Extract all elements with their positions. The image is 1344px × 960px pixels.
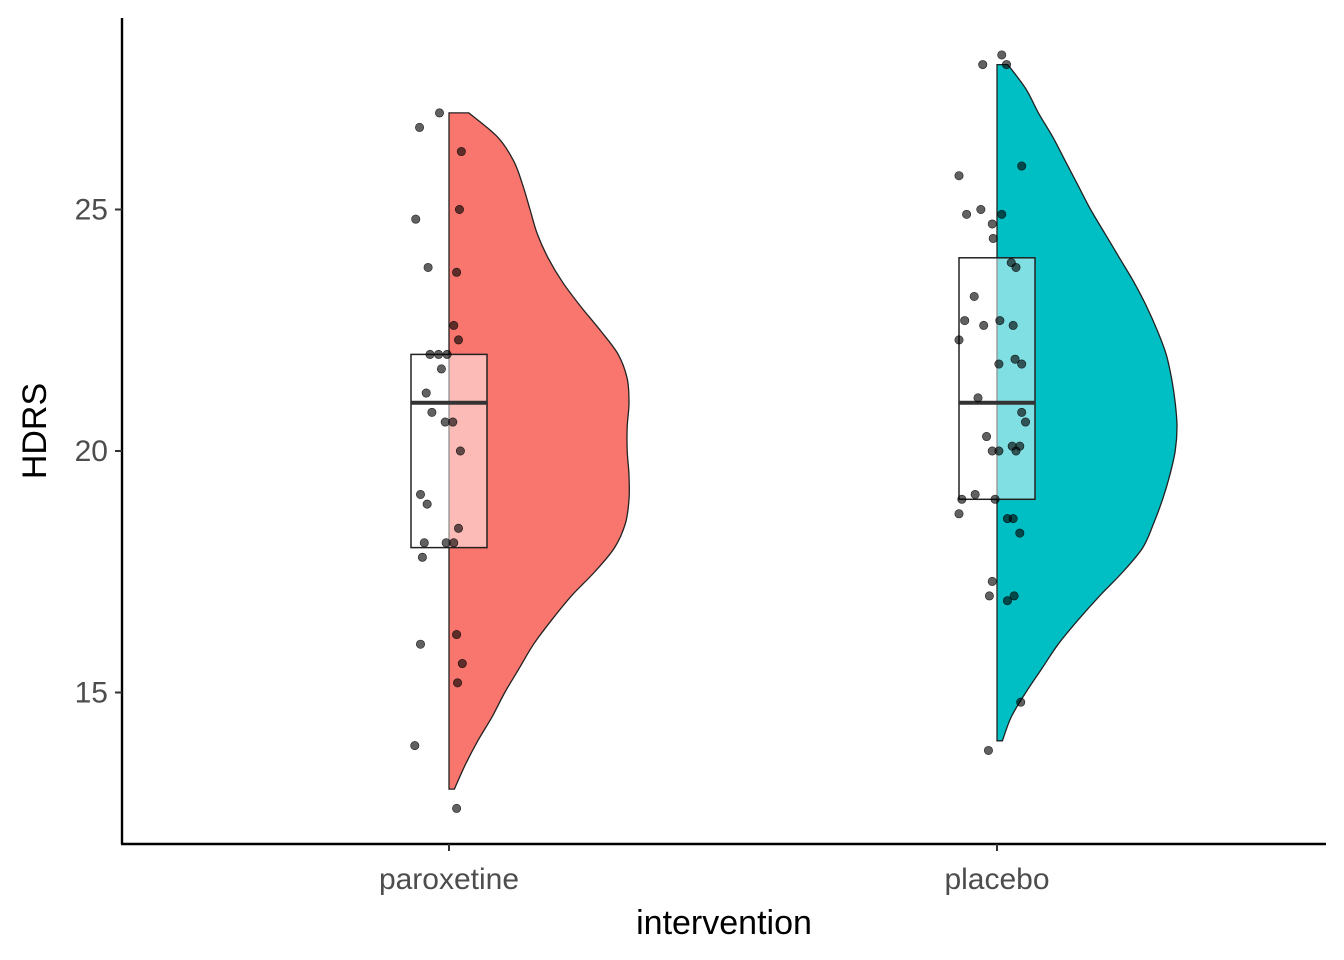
- data-point-paroxetine-14: [427, 407, 437, 417]
- data-point-placebo-19: [1010, 354, 1020, 364]
- data-point-paroxetine-13: [421, 388, 431, 398]
- data-point-paroxetine-11: [442, 349, 452, 359]
- data-point-placebo-38: [984, 591, 994, 601]
- data-point-paroxetine-10: [434, 349, 444, 359]
- data-point-paroxetine-8: [453, 335, 463, 345]
- data-point-placebo-31: [957, 494, 967, 504]
- data-point-placebo-2: [1001, 60, 1011, 70]
- data-point-paroxetine-30: [452, 803, 462, 813]
- data-point-placebo-40: [1009, 591, 1019, 601]
- data-point-paroxetine-28: [453, 678, 463, 688]
- data-point-paroxetine-1: [415, 122, 425, 132]
- data-point-placebo-33: [954, 509, 964, 519]
- data-point-placebo-39: [1002, 596, 1012, 606]
- data-point-paroxetine-21: [419, 538, 429, 548]
- jitter-points-layer: [410, 50, 1030, 813]
- data-point-placebo-21: [973, 393, 983, 403]
- data-point-paroxetine-26: [452, 630, 462, 640]
- data-point-placebo-20: [1017, 359, 1027, 369]
- boxplot-layer: [410, 257, 1036, 549]
- axes-layer: 15 20 25 paroxetine placebo intervention HDRS: [16, 18, 1326, 942]
- data-point-placebo-35: [1008, 514, 1018, 524]
- data-point-placebo-17: [954, 335, 964, 345]
- density-cloud-placebo: [996, 63, 1178, 742]
- data-point-paroxetine-0: [434, 108, 444, 118]
- data-point-placebo-12: [969, 291, 979, 301]
- data-point-paroxetine-29: [410, 741, 420, 751]
- data-point-paroxetine-12: [436, 364, 446, 374]
- data-point-paroxetine-4: [411, 214, 421, 224]
- data-point-paroxetine-20: [453, 523, 463, 533]
- y-tick-label-15: 15: [75, 677, 108, 710]
- data-point-placebo-11: [1006, 258, 1016, 268]
- data-point-placebo-15: [960, 316, 970, 326]
- y-axis-title: HDRS: [16, 383, 54, 479]
- data-point-placebo-24: [982, 432, 992, 442]
- density-layer: [448, 63, 1178, 790]
- data-point-placebo-8: [987, 219, 997, 229]
- data-point-placebo-30: [970, 489, 980, 499]
- data-point-placebo-18: [994, 359, 1004, 369]
- data-point-placebo-14: [979, 320, 989, 330]
- box-paroxetine: [410, 353, 488, 549]
- data-point-paroxetine-7: [449, 320, 459, 330]
- data-point-paroxetine-25: [415, 639, 425, 649]
- y-tick-label-25: 25: [75, 194, 108, 227]
- density-cloud-paroxetine: [448, 112, 630, 790]
- data-point-paroxetine-18: [415, 489, 425, 499]
- data-point-paroxetine-3: [454, 205, 464, 215]
- data-point-placebo-4: [954, 171, 964, 181]
- data-point-placebo-29: [1011, 446, 1021, 456]
- x-axis-title: intervention: [636, 904, 812, 942]
- data-point-placebo-22: [1017, 407, 1027, 417]
- box-placebo: [958, 257, 1036, 501]
- data-point-placebo-28: [994, 446, 1004, 456]
- data-point-placebo-1: [978, 60, 988, 70]
- data-point-paroxetine-19: [422, 499, 432, 509]
- data-point-paroxetine-22: [441, 538, 451, 548]
- data-point-placebo-0: [997, 50, 1007, 60]
- data-point-placebo-16: [1008, 320, 1018, 330]
- data-point-paroxetine-27: [457, 659, 467, 669]
- data-point-placebo-23: [1020, 417, 1030, 427]
- y-tick-label-20: 20: [75, 435, 108, 468]
- data-point-placebo-5: [976, 205, 986, 215]
- data-point-placebo-37: [987, 576, 997, 586]
- data-point-placebo-36: [1015, 528, 1025, 538]
- data-point-placebo-32: [990, 494, 1000, 504]
- data-point-placebo-7: [997, 209, 1007, 219]
- data-point-placebo-3: [1017, 161, 1027, 171]
- data-point-paroxetine-5: [423, 262, 433, 272]
- data-point-paroxetine-17: [455, 446, 465, 456]
- data-point-placebo-42: [983, 745, 993, 755]
- data-point-paroxetine-23: [449, 538, 459, 548]
- x-tick-label-0: paroxetine: [379, 863, 519, 896]
- data-point-paroxetine-15: [440, 417, 450, 427]
- data-point-placebo-41: [1016, 697, 1026, 707]
- x-tick-label-1: placebo: [944, 863, 1049, 896]
- data-point-placebo-13: [995, 316, 1005, 326]
- data-point-paroxetine-2: [456, 147, 466, 157]
- data-point-paroxetine-24: [417, 552, 427, 562]
- data-point-placebo-6: [962, 209, 972, 219]
- data-point-placebo-9: [988, 233, 998, 243]
- data-point-paroxetine-9: [425, 349, 435, 359]
- data-point-paroxetine-6: [452, 267, 462, 277]
- data-point-paroxetine-16: [448, 417, 458, 427]
